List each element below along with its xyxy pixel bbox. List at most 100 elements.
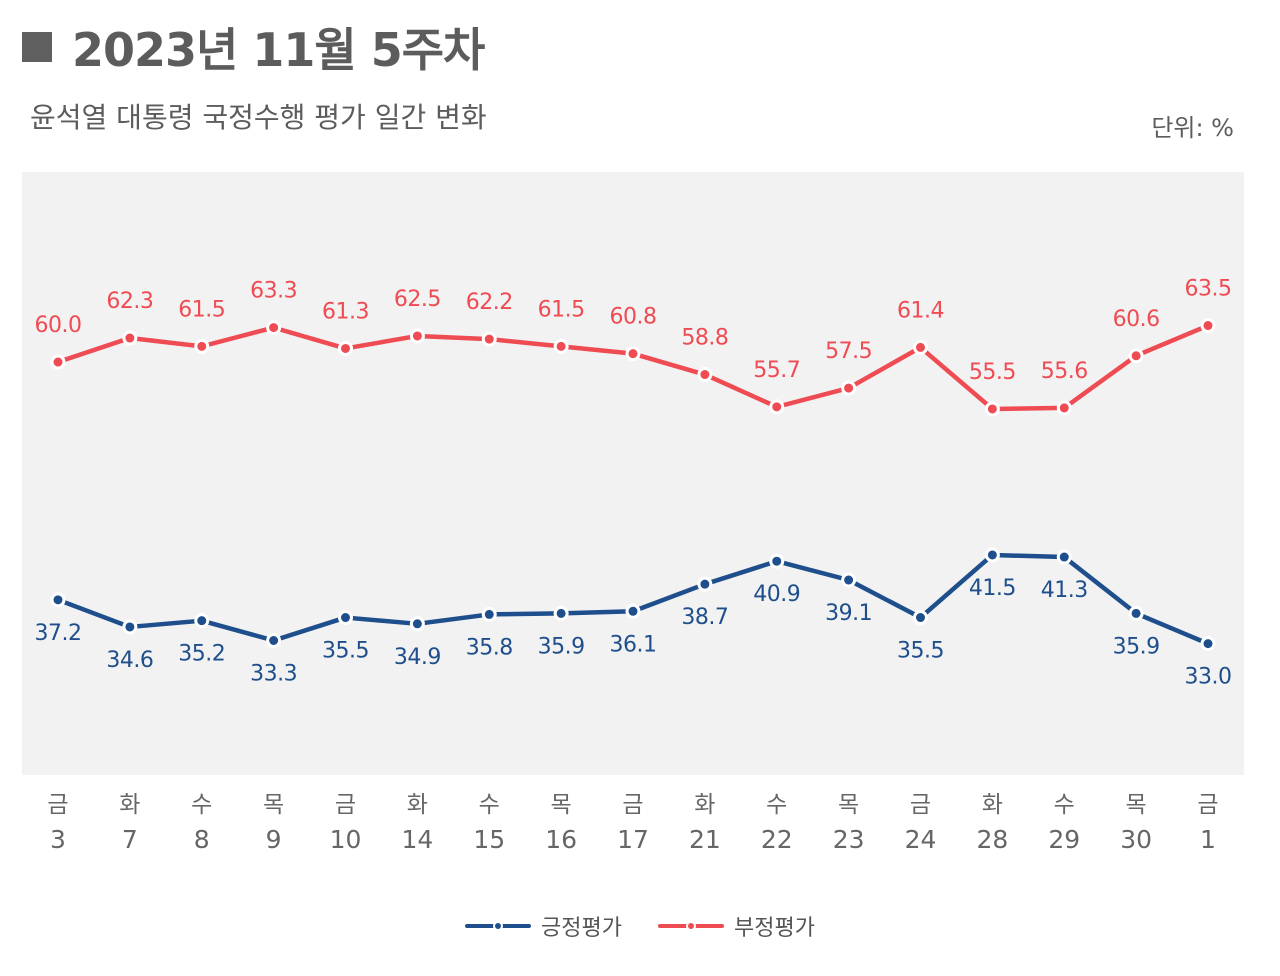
data-point-negative	[122, 330, 138, 346]
data-point-negative	[338, 340, 353, 356]
data-point-positive	[697, 576, 713, 592]
data-point-positive	[553, 605, 569, 621]
data-point-positive	[194, 613, 210, 629]
x-tick-date: 29	[1048, 825, 1080, 854]
data-label-positive: 35.9	[1113, 634, 1160, 659]
x-tick-date: 21	[689, 825, 721, 854]
legend-swatch-positive	[465, 921, 532, 931]
data-label-positive: 33.3	[250, 662, 297, 687]
x-tick-date: 8	[194, 825, 210, 854]
data-point-negative	[697, 367, 713, 383]
data-label-negative: 63.3	[250, 279, 297, 304]
data-point-negative	[1056, 400, 1072, 416]
data-label-positive: 37.2	[35, 621, 82, 646]
data-label-negative: 60.8	[610, 305, 657, 330]
x-tick-day: 금	[335, 792, 356, 818]
data-label-negative: 62.5	[394, 287, 441, 312]
x-tick-date: 24	[905, 825, 937, 854]
data-label-positive: 36.1	[610, 632, 657, 657]
data-point-negative	[1200, 318, 1216, 334]
data-point-negative	[553, 338, 569, 354]
legend-label-positive: 긍정평가	[541, 916, 622, 941]
chart-subtitle: 윤석열 대통령 국정수행 평가 일간 변화	[30, 101, 487, 134]
data-label-negative: 55.5	[969, 360, 1016, 385]
x-tick-date: 16	[545, 825, 577, 854]
x-tick-date: 10	[330, 825, 362, 854]
x-tick-date: 9	[266, 825, 282, 854]
data-label-positive: 41.5	[969, 576, 1016, 601]
x-tick-day: 화	[407, 792, 428, 818]
data-point-positive	[122, 619, 138, 635]
data-label-positive: 35.9	[538, 634, 585, 659]
x-tick-day: 목	[838, 792, 859, 818]
title-square-icon	[22, 32, 52, 62]
data-label-positive: 41.3	[1041, 578, 1088, 603]
data-point-positive	[913, 610, 928, 626]
data-label-negative: 60.6	[1113, 307, 1160, 332]
data-label-positive: 35.5	[322, 639, 369, 664]
legend-label-negative: 부정평가	[734, 916, 815, 941]
x-tick-date: 3	[50, 825, 66, 854]
x-tick-date: 22	[761, 825, 793, 854]
data-label-positive: 33.0	[1185, 665, 1232, 690]
data-point-positive	[769, 553, 785, 569]
data-point-positive	[625, 603, 641, 619]
data-label-negative: 55.7	[753, 358, 800, 383]
data-point-positive	[1200, 636, 1216, 652]
data-label-negative: 60.0	[35, 313, 82, 338]
data-label-positive: 34.9	[394, 645, 441, 670]
data-point-positive	[481, 606, 497, 622]
data-label-negative: 61.3	[322, 299, 369, 324]
x-tick-day: 목	[1126, 792, 1147, 818]
data-label-negative: 61.4	[897, 298, 944, 323]
x-tick-day: 화	[982, 792, 1003, 818]
data-label-negative: 61.5	[538, 297, 585, 322]
data-point-positive	[50, 592, 66, 608]
data-label-positive: 35.2	[178, 642, 225, 667]
data-label-positive: 40.9	[753, 582, 800, 607]
data-label-positive: 35.8	[466, 635, 513, 660]
data-label-negative: 58.8	[681, 326, 728, 351]
x-tick-day: 화	[694, 792, 715, 818]
x-tick-day: 금	[1197, 792, 1218, 818]
data-label-negative: 62.2	[466, 290, 513, 315]
data-label-negative: 62.3	[106, 289, 153, 314]
x-tick-date: 28	[976, 825, 1008, 854]
x-tick-day: 금	[910, 792, 931, 818]
x-tick-day: 수	[766, 792, 787, 818]
data-point-positive	[409, 616, 425, 632]
page-title: 2023년 11월 5주차	[72, 23, 485, 77]
x-tick-date: 17	[617, 825, 649, 854]
data-label-positive: 38.7	[681, 605, 728, 630]
x-tick-date: 23	[833, 825, 865, 854]
line-chart: 금 3 화 7 수 8 목 9 금 10 화 14 수 15 목 16 금 17 화 21 수 22 목 23 금 24 화 28 수 2…	[22, 172, 1244, 854]
data-label-negative: 55.6	[1041, 359, 1088, 384]
data-point-negative	[50, 354, 66, 370]
legend-swatch-negative	[658, 921, 724, 931]
x-tick-day: 화	[119, 792, 140, 818]
data-point-negative	[266, 320, 282, 336]
data-label-negative: 61.5	[178, 297, 225, 322]
x-tick-day: 금	[622, 792, 643, 818]
x-tick-day: 금	[47, 792, 68, 818]
data-label-positive: 34.6	[106, 648, 153, 673]
data-label-negative: 57.5	[825, 339, 872, 364]
x-tick-day: 수	[1054, 792, 1075, 818]
x-tick-date: 14	[401, 825, 433, 854]
data-point-negative	[625, 346, 641, 362]
data-label-positive: 39.1	[825, 601, 872, 626]
x-tick-day: 수	[479, 792, 500, 818]
data-point-positive	[984, 547, 1000, 563]
title-row: 2023년 11월 5주차	[22, 14, 485, 80]
x-tick-date: 7	[122, 825, 138, 854]
data-point-negative	[1128, 348, 1144, 364]
data-point-negative	[481, 331, 497, 347]
x-tick-date: 1	[1200, 825, 1216, 854]
x-tick-date: 30	[1120, 825, 1152, 854]
data-point-negative	[913, 339, 928, 355]
x-tick-day: 목	[551, 792, 572, 818]
data-label-negative: 63.5	[1185, 277, 1232, 302]
x-tick-date: 15	[473, 825, 505, 854]
data-point-positive	[266, 633, 282, 648]
data-point-positive	[1128, 605, 1144, 621]
